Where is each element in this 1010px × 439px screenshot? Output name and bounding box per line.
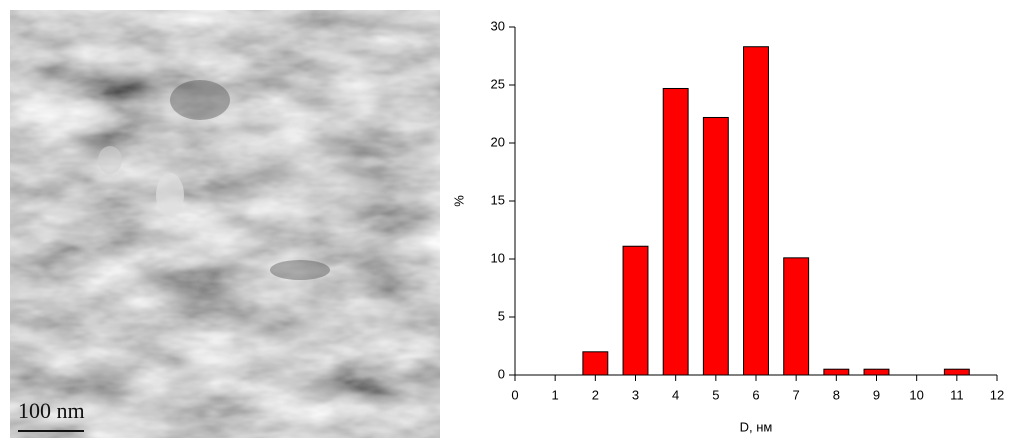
bar [943,368,970,376]
bar [582,351,609,376]
x-tick-label: 5 [712,387,719,402]
x-axis-label: D, нм [740,419,773,434]
y-tick-label: 25 [491,76,505,91]
bar [863,368,890,376]
x-tick-label: 10 [909,387,923,402]
y-tick-label: 10 [491,250,505,265]
x-tick-label: 9 [873,387,880,402]
bar [662,87,689,376]
bar [823,368,850,376]
x-tick-label: 11 [950,387,964,402]
y-tick-label: 30 [491,18,505,33]
bar [702,116,729,376]
x-tick-label: 12 [990,387,1004,402]
x-tick-label: 3 [632,387,639,402]
bar [743,46,769,376]
x-tick-label: 6 [752,387,759,402]
y-tick-label: 5 [498,308,505,323]
x-tick-label: 1 [552,387,559,402]
bar [622,245,649,376]
x-tick-label: 0 [511,387,518,402]
y-tick-label: 15 [491,192,505,207]
x-tick-label: 7 [793,387,800,402]
x-tick-label: 2 [592,387,599,402]
bar [783,257,810,376]
x-tick-label: 8 [833,387,840,402]
y-axis-label: % [451,195,466,207]
micrograph [10,10,440,438]
x-tick-label: 4 [672,387,679,402]
y-tick-label: 0 [498,366,505,381]
y-tick-label: 20 [491,134,505,149]
scale-label: 100 nm [18,398,85,423]
